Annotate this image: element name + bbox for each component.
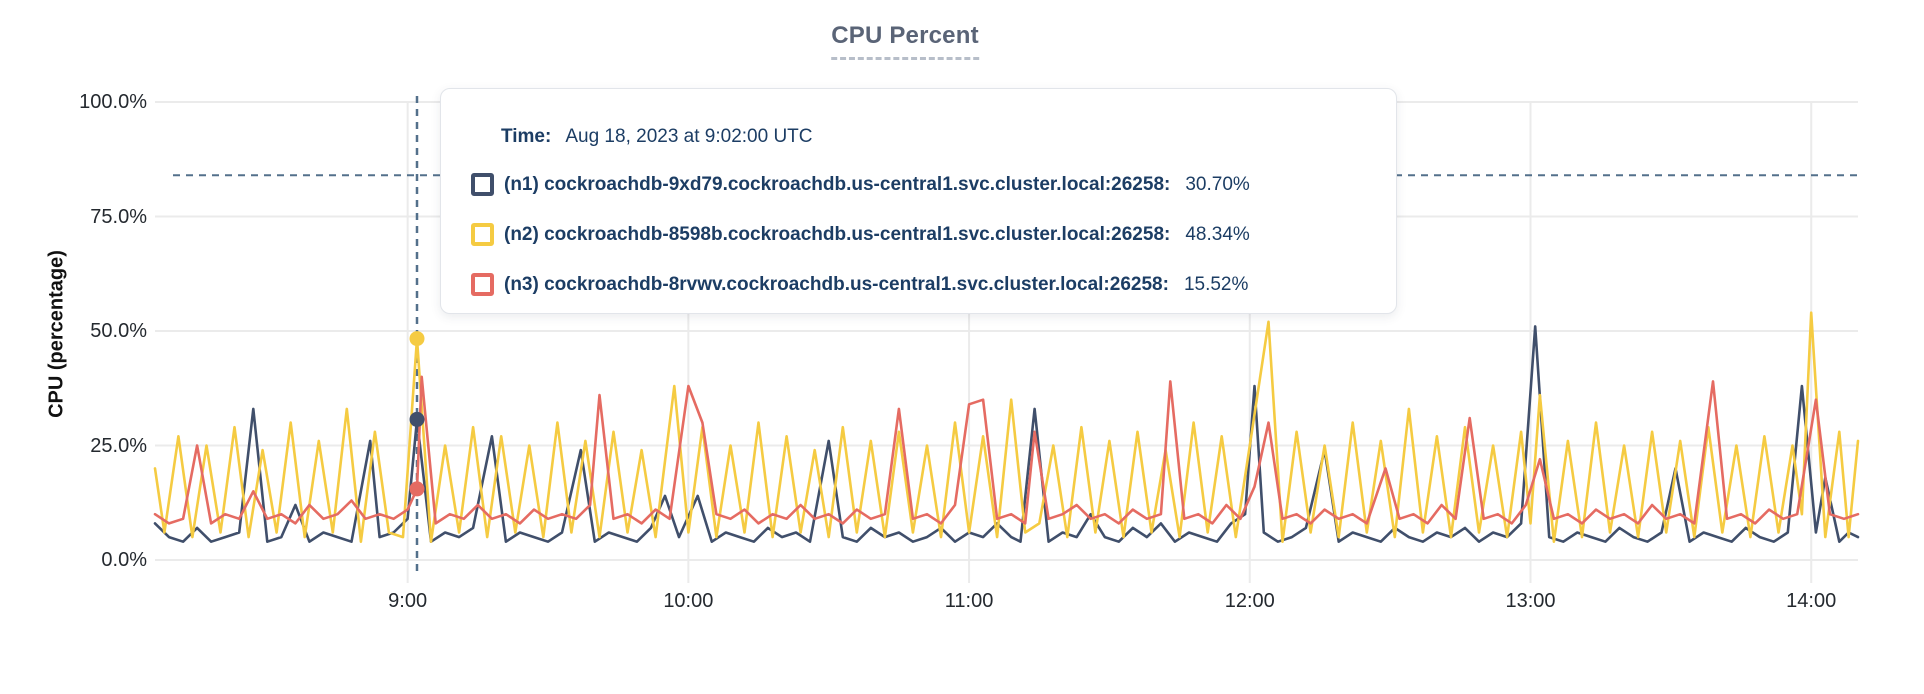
tooltip-row-n3: (n3) cockroachdb-8rvwv.cockroachdb.us-ce… — [471, 273, 1366, 296]
chart-title: CPU Percent — [831, 22, 979, 60]
x-tick-14:00: 14:00 — [1786, 590, 1837, 612]
y-tick-25.0%: 25.0% — [90, 434, 147, 457]
series-line-n3 — [153, 375, 1860, 525]
tooltip-series-value-n1: 30.70% — [1185, 173, 1250, 195]
series-line-n1 — [153, 325, 1860, 544]
x-tick-11:00: 11:00 — [944, 590, 994, 612]
tooltip-series-label-n2: (n2) cockroachdb-8598b.cockroachdb.us-ce… — [504, 223, 1171, 245]
y-tick-50.0%: 50.0% — [90, 320, 147, 342]
tooltip-series-value-n3: 15.52% — [1183, 273, 1249, 295]
legend-swatch-icon-n1 — [471, 173, 494, 196]
series-line-n2 — [153, 311, 1860, 544]
hover-point-n3 — [409, 481, 425, 497]
tooltip-time-row: Time: Aug 18, 2023 at 9:02:00 UTC — [501, 126, 1366, 148]
y-tick-100.0%: 100.0% — [79, 91, 147, 113]
chart-title-wrap: CPU Percent — [831, 22, 979, 60]
tooltip-series-label-n1: (n1) cockroachdb-9xd79.cockroachdb.us-ce… — [504, 173, 1171, 195]
tooltip-row-n1: (n1) cockroachdb-9xd79.cockroachdb.us-ce… — [471, 173, 1366, 196]
hover-point-n1 — [409, 411, 425, 427]
x-tick-12:00: 12:00 — [1224, 590, 1275, 612]
y-tick-0.0%: 0.0% — [101, 549, 147, 571]
x-tick-13:00: 13:00 — [1505, 590, 1556, 612]
tooltip-series-label-n3: (n3) cockroachdb-8rvwv.cockroachdb.us-ce… — [504, 273, 1169, 295]
hover-point-n2 — [409, 331, 425, 347]
x-tick-10:00: 10:00 — [663, 590, 714, 612]
hover-tooltip: Time: Aug 18, 2023 at 9:02:00 UTC (n1) co… — [440, 88, 1397, 314]
legend-swatch-icon-n3 — [471, 273, 494, 296]
legend-swatch-icon-n2 — [471, 223, 494, 246]
tooltip-row-n2: (n2) cockroachdb-8598b.cockroachdb.us-ce… — [471, 223, 1366, 246]
y-tick-75.0%: 75.0% — [90, 205, 147, 228]
tooltip-series-rows: (n1) cockroachdb-9xd79.cockroachdb.us-ce… — [471, 173, 1366, 296]
tooltip-time-value: Aug 18, 2023 at 9:02:00 UTC — [565, 126, 813, 147]
x-tick-9:00: 9:00 — [388, 590, 428, 612]
tooltip-time-label: Time: — [501, 126, 552, 147]
tooltip-series-value-n2: 48.34% — [1185, 223, 1250, 245]
